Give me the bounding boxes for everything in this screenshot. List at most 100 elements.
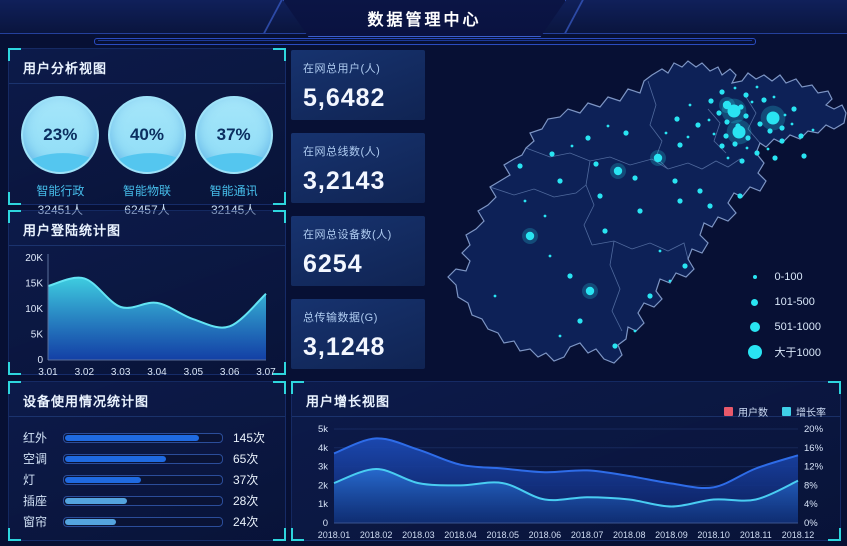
map-legend-row: 101-500 [747, 294, 822, 310]
x-tick-label: 3.06 [220, 367, 240, 378]
map-dot [686, 135, 690, 139]
corner-bracket [8, 381, 21, 394]
map-dot [548, 254, 552, 258]
map-dot [745, 135, 751, 141]
map-legend-label: 大于1000 [774, 347, 821, 359]
map-dot [727, 104, 741, 118]
gauge-name: 智能物联 [122, 184, 171, 198]
map-dot [766, 147, 770, 151]
growth-legend: 用户数 增长率 [724, 404, 826, 419]
map-dot [707, 203, 713, 209]
x-tick-label: 2018.06 [529, 530, 562, 540]
map-dot [743, 92, 749, 98]
panel-login-stats: 用户登陆统计图 0 5K 10K 15K 20K 3.01 3.02 3.03 3.04 3.05… [8, 210, 286, 378]
corner-bracket [273, 381, 286, 394]
bar-track [63, 432, 223, 443]
header-decoration-line [94, 38, 756, 45]
liquid-gauge: 23% [21, 96, 100, 174]
map-dot [811, 128, 815, 132]
y-tick-left: 4k [318, 443, 328, 454]
stat-label: 在网总用户(人) [303, 63, 381, 75]
liquid-gauge: 37% [194, 96, 273, 174]
corner-bracket [8, 528, 21, 541]
map-dot-layer [493, 85, 815, 349]
device-value: 28次 [233, 494, 259, 508]
panel-title-user-analysis: 用户分析视图 [9, 49, 285, 84]
login-area-chart[interactable]: 0 5K 10K 15K 20K 3.01 3.02 3.03 3.04 3.05 3.06 3.07 [18, 248, 276, 380]
x-tick-label: 3.07 [256, 367, 276, 378]
map-dot [779, 138, 785, 144]
y-tick-right: 20% [804, 424, 824, 435]
map-legend-dot [747, 345, 762, 359]
panel-title-growth: 用户增长视图 [292, 382, 840, 417]
map-dot [632, 175, 638, 181]
x-tick-label: 2018.02 [360, 530, 393, 540]
map-dot [677, 142, 683, 148]
gauge-name: 智能行政 [36, 184, 85, 198]
legend-item-users[interactable]: 用户数 [724, 404, 768, 419]
map-legend-dot [751, 298, 758, 306]
stat-card-total-users: 在网总用户(人) 5,6482 [291, 50, 425, 120]
map-dot [658, 249, 662, 253]
map-dot [726, 156, 730, 160]
device-label: 空调 [23, 452, 48, 466]
corner-bracket [291, 528, 304, 541]
y-tick-label: 5K [31, 330, 44, 341]
map-legend-label: 501-1000 [774, 321, 822, 333]
map-dot [577, 318, 583, 324]
map-dot [801, 153, 807, 159]
map-legend-row: 0-100 [747, 269, 822, 285]
panel-device-usage: 设备使用情况统计图 红外 145次 空调 65次灯 37次 插座 28次 窗帘 24次 [8, 381, 286, 541]
corner-bracket [273, 362, 286, 375]
map-legend: 0-100 101-500 501-1000 大于1000 [747, 269, 822, 360]
region-map[interactable] [430, 44, 847, 376]
device-label: 插座 [23, 494, 48, 508]
map-dot [517, 163, 523, 169]
bar-track [63, 495, 223, 506]
gauge-admin: 23% 智能行政 32451人 [17, 96, 103, 218]
map-dot [743, 113, 749, 119]
x-tick-label: 2018.09 [655, 530, 688, 540]
header-banner: 数据管理中心 [283, 0, 566, 37]
legend-label: 增长率 [796, 408, 826, 419]
legend-swatch-users [724, 407, 733, 416]
y-tick-label: 20K [25, 253, 43, 264]
gauge-row: 23% 智能行政 32451人 40% 智能物联 62457人 37% 智能通讯… [9, 84, 285, 218]
map-dot [767, 128, 773, 134]
map-dot [525, 231, 535, 241]
growth-rate-line [333, 467, 799, 508]
map-dot [719, 89, 725, 95]
map-dot [750, 100, 754, 104]
y-tick-right: 16% [804, 443, 824, 454]
growth-rate-area-fill [334, 469, 798, 523]
map-dot [633, 329, 637, 333]
bar-track [63, 516, 223, 527]
stat-value: 3,1248 [303, 333, 386, 361]
gauge-percent: 40% [129, 125, 164, 144]
map-dot [791, 106, 797, 112]
growth-area-chart[interactable]: 0 1k 2k 3k 4k 5k 0% 4% 8% 12% 16% 20% 2018.01 2018.02… [298, 421, 834, 546]
gauge-name: 智能通讯 [209, 184, 258, 198]
x-tick-label: 2018.08 [613, 530, 646, 540]
map-dot [602, 228, 608, 234]
map-legend-row: 501-1000 [747, 319, 822, 335]
gauge-percent: 37% [216, 125, 251, 144]
map-legend-dot [752, 275, 757, 279]
map-dot [719, 143, 725, 149]
y-tick-label: 15K [25, 279, 43, 290]
device-usage-row: 插座 28次 [9, 490, 285, 511]
map-dot [653, 153, 663, 163]
corner-bracket [8, 192, 21, 205]
x-tick-label: 2018.04 [444, 530, 477, 540]
map-dot [606, 124, 610, 128]
x-tick-label: 3.01 [38, 367, 58, 378]
map-dot [790, 122, 794, 126]
y-tick-left: 3k [318, 462, 328, 473]
map-dot [772, 155, 778, 161]
stat-value: 3,2143 [303, 167, 386, 195]
map-dot [597, 193, 603, 199]
legend-item-growth-rate[interactable]: 增长率 [782, 404, 826, 419]
map-dot [493, 294, 497, 298]
login-area-fill [48, 277, 266, 360]
